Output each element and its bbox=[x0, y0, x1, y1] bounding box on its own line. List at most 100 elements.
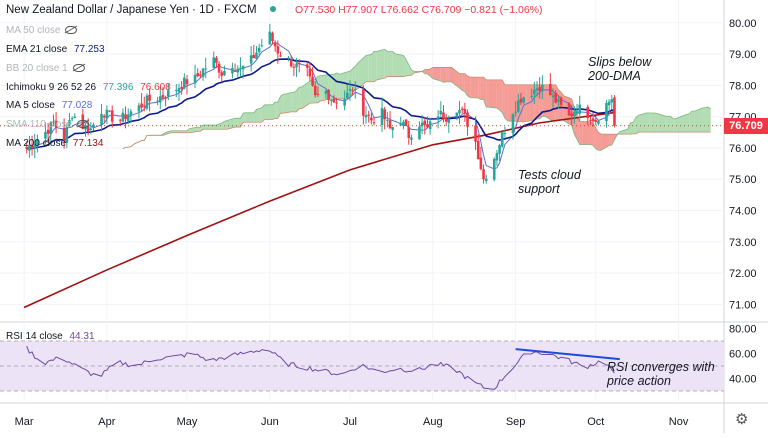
candle-body bbox=[309, 69, 312, 77]
candle-body bbox=[530, 96, 533, 97]
cloud-segment bbox=[385, 49, 388, 78]
candle-body bbox=[325, 91, 328, 94]
candle-body bbox=[343, 99, 346, 106]
candle-body bbox=[440, 111, 443, 114]
price-tick-label: 72.00 bbox=[729, 268, 757, 280]
cloud-segment bbox=[371, 51, 374, 81]
candle-body bbox=[512, 114, 515, 133]
cloud-segment bbox=[497, 80, 500, 110]
cloud-segment bbox=[636, 115, 639, 134]
candle-body bbox=[287, 58, 290, 59]
gear-icon[interactable]: ⚙ bbox=[735, 410, 748, 428]
candle-body bbox=[215, 58, 218, 63]
candle-body bbox=[274, 43, 277, 46]
cloud-segment bbox=[337, 73, 340, 99]
cloud-segment bbox=[695, 108, 703, 132]
candle-body bbox=[485, 179, 488, 181]
eye-hidden-icon[interactable] bbox=[73, 64, 85, 72]
candle-body bbox=[520, 99, 523, 103]
candle-body bbox=[391, 127, 394, 130]
candle-body bbox=[464, 109, 467, 113]
candle-body bbox=[365, 115, 368, 117]
cloud-segment bbox=[377, 49, 385, 80]
legend-ma5[interactable]: MA 5 close 77.028 bbox=[6, 100, 92, 111]
annotation-rsi: RSI converges with price action bbox=[607, 360, 715, 388]
candle-body bbox=[106, 110, 109, 119]
candle-body bbox=[92, 125, 95, 127]
candle-body bbox=[223, 71, 226, 75]
eye-hidden-icon[interactable] bbox=[65, 26, 77, 34]
candle-body bbox=[196, 73, 199, 76]
cloud-segment bbox=[564, 96, 572, 126]
candle-body bbox=[220, 72, 223, 76]
cloud-segment bbox=[708, 107, 711, 132]
legend-rsi[interactable]: RSI 14 close 44.31 bbox=[6, 331, 95, 342]
month-tick-label: Oct bbox=[587, 416, 604, 428]
candle-body bbox=[290, 59, 293, 66]
candle-body bbox=[448, 119, 451, 123]
cloud-segment bbox=[243, 113, 246, 122]
candle-body bbox=[496, 153, 499, 160]
candle-body bbox=[231, 68, 234, 73]
cloud-segment bbox=[468, 76, 471, 98]
candle-body bbox=[111, 110, 114, 121]
cloud-segment bbox=[609, 134, 612, 146]
candle-body bbox=[250, 55, 253, 63]
candle-body bbox=[148, 95, 151, 101]
legend-sma110[interactable]: SMA 110 close bbox=[6, 119, 89, 130]
candle-body bbox=[573, 112, 576, 116]
cloud-segment bbox=[299, 87, 302, 109]
candle-body bbox=[122, 113, 125, 122]
price-tick-label: 76.00 bbox=[729, 143, 757, 155]
cloud-segment bbox=[684, 114, 687, 132]
market-status-icon bbox=[270, 6, 276, 12]
candle-body bbox=[586, 107, 589, 118]
candle-body bbox=[279, 55, 282, 56]
legend-ichimoku[interactable]: Ichimoku 9 26 52 26 77.396 76.608 bbox=[6, 82, 171, 93]
month-tick-label: Apr bbox=[98, 416, 115, 428]
legend-bb20[interactable]: BB 20 close 1 bbox=[6, 63, 85, 74]
cloud-segment bbox=[264, 105, 272, 120]
legend-ema21[interactable]: EMA 21 close 77.253 bbox=[6, 44, 105, 55]
legend-ma200[interactable]: MA 200 close 77.134 bbox=[6, 138, 103, 149]
candle-body bbox=[418, 127, 421, 140]
cloud-segment bbox=[478, 77, 481, 99]
candle-body bbox=[186, 79, 189, 84]
candle-body bbox=[383, 109, 386, 119]
legend-ma50[interactable]: MA 50 close bbox=[6, 25, 77, 36]
candle-body bbox=[373, 122, 376, 123]
candle-body bbox=[143, 105, 146, 106]
candle-body bbox=[47, 130, 50, 134]
month-tick-label: Aug bbox=[423, 416, 443, 428]
eye-hidden-icon[interactable] bbox=[77, 120, 89, 128]
cloud-segment bbox=[246, 113, 254, 122]
cloud-segment bbox=[639, 113, 647, 132]
cloud-segment bbox=[703, 108, 706, 133]
candle-body bbox=[124, 114, 127, 119]
cloud-segment bbox=[294, 90, 297, 111]
candle-body bbox=[159, 96, 162, 102]
candle-body bbox=[317, 94, 320, 95]
cloud-segment bbox=[649, 113, 652, 132]
candle-body bbox=[552, 95, 555, 97]
candle-body bbox=[103, 116, 106, 118]
price-tick-label: 80.00 bbox=[729, 18, 757, 30]
cloud-segment bbox=[508, 85, 516, 121]
candle-body bbox=[474, 126, 477, 142]
cloud-segment bbox=[374, 51, 377, 81]
cloud-segment bbox=[387, 51, 390, 76]
candle-body bbox=[311, 77, 314, 86]
candle-body bbox=[234, 70, 237, 71]
candle-body bbox=[407, 127, 410, 138]
candle-body bbox=[493, 159, 496, 180]
cloud-segment bbox=[486, 80, 489, 107]
candle-body bbox=[351, 90, 354, 91]
candle-body bbox=[108, 111, 111, 112]
rsi-tick-label: 60.00 bbox=[729, 349, 757, 361]
candle-body bbox=[426, 124, 429, 127]
cloud-segment bbox=[665, 116, 668, 132]
candle-body bbox=[164, 97, 167, 98]
price-tick-label: 74.00 bbox=[729, 205, 757, 217]
candle-body bbox=[175, 90, 178, 91]
cloud-segment bbox=[470, 77, 478, 98]
